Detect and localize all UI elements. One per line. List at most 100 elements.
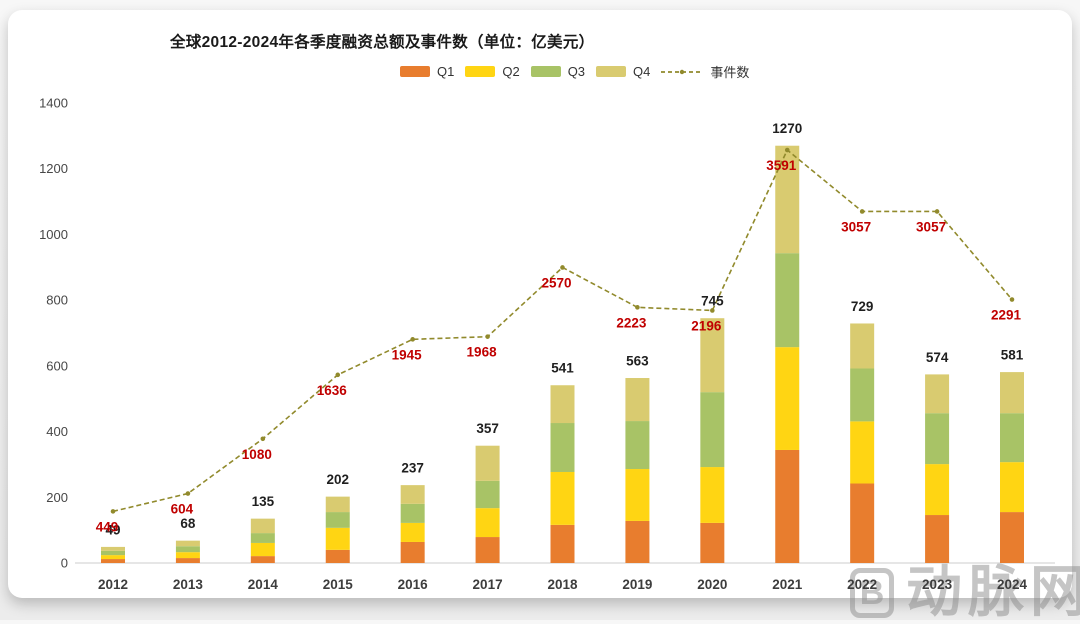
y-axis-tick-1000: 1000 bbox=[39, 227, 68, 242]
bar-segment-2012-Q1 bbox=[101, 559, 125, 563]
bar-segment-2020-Q1 bbox=[700, 522, 725, 563]
bar-segment-2014-Q1 bbox=[250, 556, 275, 563]
event-count-label-2013: 604 bbox=[171, 502, 194, 517]
y-axis-tick-800: 800 bbox=[46, 293, 68, 308]
bar-total-label-2020: 745 bbox=[701, 294, 724, 309]
legend-q3-swatch-icon bbox=[530, 66, 561, 77]
legend-q4-swatch-icon bbox=[596, 66, 627, 77]
x-axis-label-2023: 2023 bbox=[922, 577, 953, 592]
event-count-label-2017: 1968 bbox=[467, 345, 498, 360]
bar-total-label-2021: 1270 bbox=[772, 121, 802, 136]
y-axis-tick-400: 400 bbox=[46, 424, 68, 439]
bar-segment-2012-Q4 bbox=[101, 546, 125, 551]
bar-segment-2024-Q3 bbox=[1000, 413, 1024, 463]
bar-segment-2023-Q3 bbox=[925, 413, 950, 465]
bar-segment-2016-Q2 bbox=[400, 522, 425, 542]
bar-segment-2017-Q3 bbox=[475, 480, 500, 509]
x-axis-label-2022: 2022 bbox=[847, 577, 877, 592]
x-axis-label-2014: 2014 bbox=[248, 577, 279, 592]
bar-segment-2023-Q1 bbox=[925, 515, 950, 563]
bar-segment-2022-Q3 bbox=[850, 368, 875, 422]
bar-segment-2013-Q1 bbox=[175, 558, 200, 563]
bar-segment-2015-Q4 bbox=[325, 496, 350, 513]
bar-segment-2017-Q2 bbox=[475, 508, 500, 538]
bar-total-label-2012: 49 bbox=[105, 522, 120, 537]
bar-segment-2019-Q3 bbox=[625, 421, 650, 470]
bar-segment-2013-Q4 bbox=[175, 540, 200, 547]
bar-segment-2023-Q4 bbox=[925, 374, 950, 414]
line-marker-2018 bbox=[560, 265, 565, 270]
event-count-label-2014: 1080 bbox=[242, 447, 272, 462]
x-axis-label-2020: 2020 bbox=[697, 577, 727, 592]
bar-segment-2021-Q4 bbox=[775, 145, 800, 254]
bar-segment-2019-Q1 bbox=[625, 520, 650, 563]
chart-card bbox=[8, 10, 1072, 598]
legend-q3-label: Q3 bbox=[567, 64, 586, 79]
bar-segment-2014-Q2 bbox=[250, 542, 275, 557]
event-count-label-2022: 3057 bbox=[841, 219, 871, 234]
line-marker-2024 bbox=[1009, 297, 1015, 302]
legend-q1-label: Q1 bbox=[437, 64, 455, 79]
bar-total-label-2024: 581 bbox=[1001, 348, 1024, 363]
bar-segment-2015-Q1 bbox=[325, 549, 350, 563]
event-count-label-2016: 1945 bbox=[392, 347, 423, 362]
bar-segment-2024-Q2 bbox=[1000, 462, 1024, 513]
legend-dashed-line-icon bbox=[661, 66, 704, 78]
legend-q4-label: Q4 bbox=[633, 64, 651, 79]
bar-segment-2014-Q3 bbox=[250, 533, 275, 543]
bar-segment-2015-Q2 bbox=[325, 527, 350, 550]
bar-segment-2015-Q3 bbox=[325, 512, 350, 528]
line-marker-2022 bbox=[859, 209, 865, 214]
bar-total-label-2013: 68 bbox=[180, 516, 196, 531]
x-axis-label-2017: 2017 bbox=[473, 577, 503, 592]
watermark-logo-icon: B bbox=[850, 568, 894, 618]
bar-segment-2019-Q4 bbox=[625, 378, 650, 422]
bar-segment-2021-Q2 bbox=[775, 347, 800, 450]
line-marker-2017 bbox=[485, 334, 490, 339]
bar-segment-2012-Q3 bbox=[101, 550, 125, 556]
bar-total-label-2015: 202 bbox=[326, 472, 349, 487]
bar-segment-2018-Q2 bbox=[550, 471, 575, 525]
x-axis-label-2016: 2016 bbox=[398, 577, 429, 592]
y-axis-tick-0: 0 bbox=[61, 556, 68, 571]
legend-q1-swatch-icon bbox=[400, 66, 430, 77]
event-count-label-2021: 3591 bbox=[766, 158, 797, 173]
event-count-label-2019: 2223 bbox=[616, 315, 647, 330]
legend-q2-label: Q2 bbox=[502, 64, 520, 79]
y-axis-tick-1400: 1400 bbox=[39, 96, 68, 111]
bar-segment-2016-Q4 bbox=[400, 485, 425, 504]
bar-segment-2024-Q1 bbox=[1000, 512, 1024, 563]
line-marker-2020 bbox=[710, 308, 715, 313]
bar-segment-2019-Q2 bbox=[625, 469, 650, 521]
line-marker-2021 bbox=[784, 147, 790, 153]
watermark: B 动脉网 bbox=[850, 560, 1080, 624]
bar-segment-2016-Q1 bbox=[400, 541, 425, 563]
line-marker-2016 bbox=[410, 337, 415, 342]
bar-segment-2022-Q2 bbox=[850, 421, 875, 484]
legend-q2-swatch-icon bbox=[465, 66, 496, 77]
bar-total-label-2018: 541 bbox=[551, 361, 574, 376]
bar-total-label-2017: 357 bbox=[476, 421, 499, 436]
bar-segment-2013-Q2 bbox=[175, 552, 200, 559]
bar-segment-2023-Q2 bbox=[925, 464, 950, 516]
event-count-label-2018: 2570 bbox=[541, 275, 571, 290]
bar-segment-2020-Q3 bbox=[700, 392, 725, 468]
line-marker-2012 bbox=[110, 509, 116, 514]
event-count-label-2015: 1636 bbox=[317, 383, 348, 398]
x-axis-label-2015: 2015 bbox=[323, 577, 354, 592]
line-marker-2014 bbox=[260, 436, 266, 442]
bar-segment-2014-Q4 bbox=[250, 518, 275, 534]
bar-segment-2018-Q3 bbox=[550, 423, 575, 472]
event-count-label-2020: 2196 bbox=[691, 318, 722, 333]
bar-segment-2018-Q4 bbox=[550, 385, 575, 424]
bar-segment-2021-Q1 bbox=[775, 449, 800, 563]
x-axis-label-2012: 2012 bbox=[98, 577, 128, 592]
event-count-label-2023: 3057 bbox=[916, 219, 946, 234]
x-axis-label-2019: 2019 bbox=[622, 577, 652, 592]
legend-line-label: 事件数 bbox=[710, 65, 750, 80]
chart-title: 全球2012-2024年各季度融资总额及事件数（单位：亿美元） bbox=[170, 34, 595, 51]
bar-segment-2024-Q4 bbox=[1000, 372, 1024, 414]
bar-total-label-2023: 574 bbox=[926, 350, 949, 365]
watermark-text: 动脉网 bbox=[906, 560, 1080, 623]
